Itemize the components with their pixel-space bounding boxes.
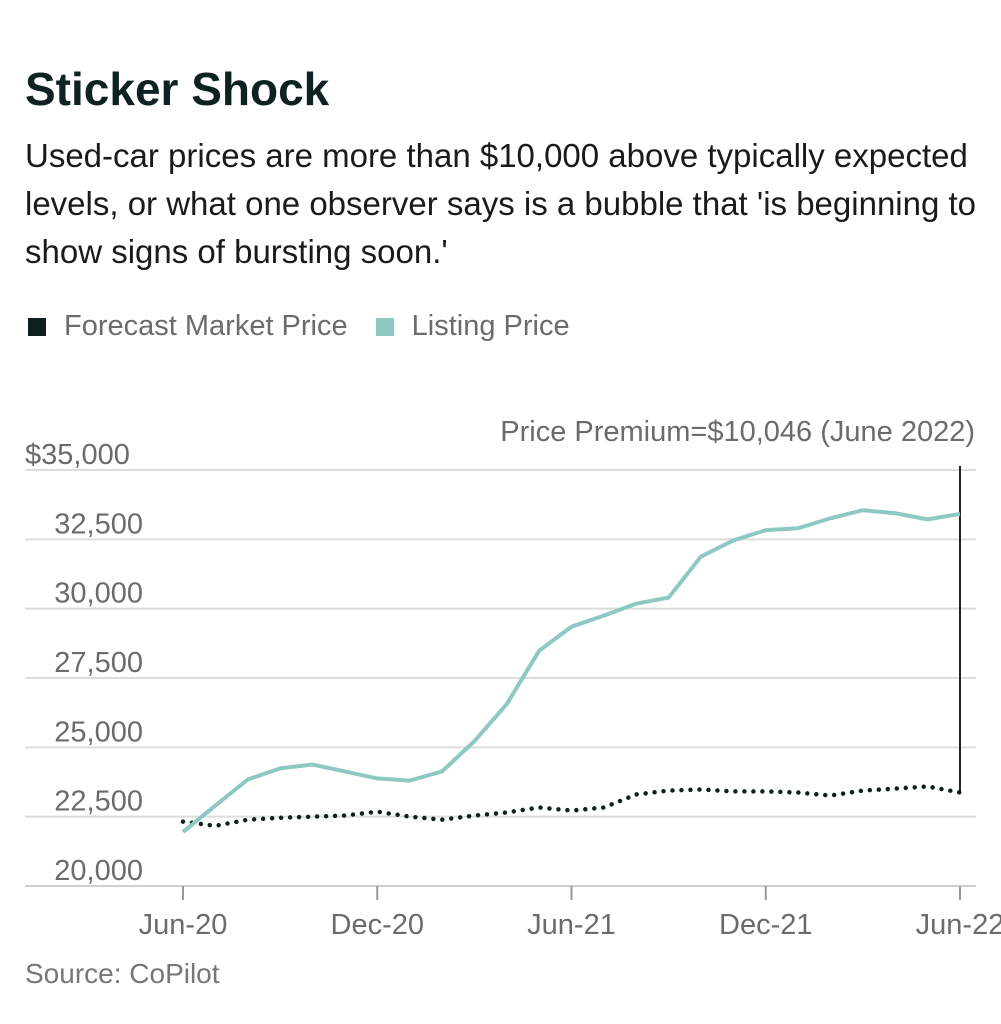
x-tick-label: Jun-22	[916, 909, 1001, 941]
legend: Forecast Market Price Listing Price	[28, 310, 570, 343]
legend-label-listing: Listing Price	[411, 310, 570, 342]
y-tick-label: 20,000	[54, 855, 143, 887]
legend-item-listing: Listing Price	[375, 310, 570, 343]
y-tick-label: 27,500	[54, 647, 143, 679]
x-tick-label: Dec-20	[331, 909, 425, 941]
y-tick-label: $35,000	[25, 439, 130, 471]
y-tick-label: 32,500	[54, 508, 143, 540]
x-tick-label: Jun-20	[139, 909, 228, 941]
chart-subtitle: Used-car prices are more than $10,000 ab…	[25, 137, 977, 270]
legend-swatch-listing	[375, 317, 394, 336]
y-tick-label: 22,500	[54, 786, 143, 818]
listing-price-line	[181, 508, 961, 834]
x-tick-label: Dec-21	[719, 909, 813, 941]
chart-title: Sticker Shock	[25, 63, 330, 115]
forecast-price-line	[180, 784, 963, 829]
source-note: Source: CoPilot	[25, 958, 220, 989]
legend-label-forecast: Forecast Market Price	[64, 310, 348, 342]
legend-swatch-forecast	[28, 317, 46, 336]
premium-annotation: Price Premium=$10,046 (June 2022)	[500, 416, 975, 448]
y-tick-label: 30,000	[54, 578, 143, 610]
x-tick-label: Jun-21	[527, 909, 616, 941]
y-tick-label: 25,000	[54, 716, 143, 748]
legend-item-forecast: Forecast Market Price	[28, 310, 348, 343]
